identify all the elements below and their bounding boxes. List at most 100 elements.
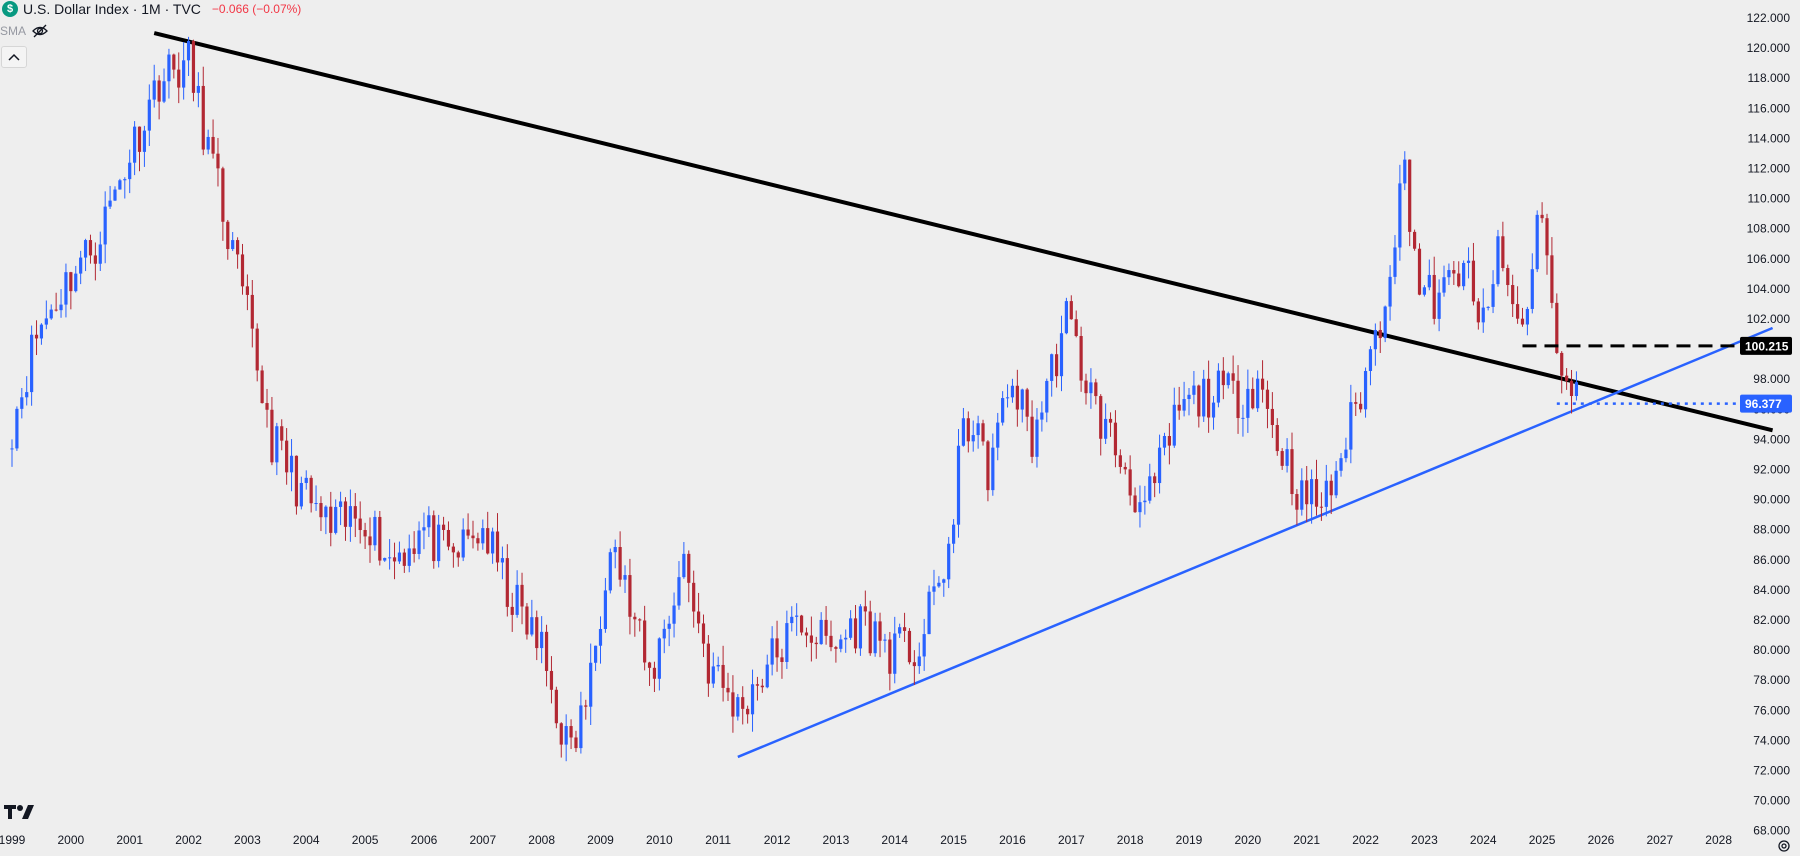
candle-body xyxy=(785,623,789,662)
candle-body xyxy=(1324,480,1328,507)
candle-body xyxy=(98,244,102,264)
candle-body xyxy=(461,529,465,558)
chart-legend[interactable]: $ U.S. Dollar Index · 1M · TVC −0.066 (−… xyxy=(0,0,301,18)
candle-body xyxy=(407,548,411,566)
candle-body xyxy=(226,221,230,250)
candle-body xyxy=(358,518,362,531)
candle-body xyxy=(1050,354,1054,381)
candle-body xyxy=(422,527,426,531)
candle-body xyxy=(525,606,529,635)
candle-body xyxy=(265,403,269,410)
candle-body xyxy=(486,528,490,554)
x-tick-label: 2022 xyxy=(1352,833,1379,847)
candle-body xyxy=(1207,378,1211,418)
collapse-legend-button[interactable] xyxy=(1,46,27,68)
candle-body xyxy=(275,426,279,463)
candle-body xyxy=(250,294,254,329)
candle-body xyxy=(456,552,460,558)
candle-body xyxy=(1280,451,1284,466)
candle-body xyxy=(628,575,632,617)
candle-body xyxy=(1462,262,1466,287)
candle-body xyxy=(1182,399,1186,411)
candle-body xyxy=(765,664,769,688)
tradingview-logo-icon[interactable] xyxy=(4,803,36,823)
x-tick-label: 2028 xyxy=(1705,833,1732,847)
candle-body xyxy=(1349,402,1353,450)
candle-body xyxy=(39,324,44,339)
candle-body xyxy=(186,41,191,61)
candle-body xyxy=(844,637,848,640)
candle-body xyxy=(1167,436,1171,446)
candle-body xyxy=(1108,418,1113,423)
gear-icon[interactable] xyxy=(1776,838,1792,854)
candle-body xyxy=(853,618,858,649)
candle-body xyxy=(314,503,318,505)
x-tick-label: 2019 xyxy=(1176,833,1203,847)
candle-body xyxy=(34,334,39,339)
candle-body xyxy=(162,81,166,102)
candle-body xyxy=(770,638,774,665)
candle-body xyxy=(412,548,416,554)
candle-body xyxy=(294,455,299,507)
candle-body xyxy=(1550,255,1554,303)
candle-body xyxy=(790,616,794,624)
y-tick-label: 70.000 xyxy=(1753,794,1790,808)
candle-body xyxy=(1501,236,1505,269)
candle-body xyxy=(677,577,681,606)
candle-body xyxy=(996,422,1000,448)
candle-body xyxy=(441,524,446,530)
candle-body xyxy=(760,685,764,688)
indicator-row[interactable]: SMA xyxy=(0,22,48,40)
candle-body xyxy=(1388,276,1392,307)
candle-body xyxy=(1030,416,1034,457)
candle-body xyxy=(1094,382,1098,397)
candle-body xyxy=(1373,329,1377,350)
y-tick-label: 116.000 xyxy=(1748,101,1791,115)
symbol-title[interactable]: U.S. Dollar Index · 1M · TVC xyxy=(23,1,201,17)
candle-body xyxy=(1457,273,1461,287)
candle-body xyxy=(858,606,863,649)
candle-body xyxy=(888,639,892,674)
eye-off-icon[interactable] xyxy=(32,24,48,38)
candle-body xyxy=(1290,449,1294,495)
y-tick-label: 102.000 xyxy=(1747,312,1791,326)
candle-body xyxy=(427,515,431,528)
candle-body xyxy=(574,737,578,749)
candle-body xyxy=(1285,449,1289,466)
candle-body xyxy=(1545,218,1549,256)
y-tick-label: 90.000 xyxy=(1753,493,1790,507)
candle-body xyxy=(1314,479,1319,507)
y-tick-label: 74.000 xyxy=(1753,733,1790,747)
y-tick-label: 110.000 xyxy=(1748,192,1791,206)
candle-body xyxy=(638,619,642,621)
candle-body xyxy=(1275,425,1279,452)
candle-body xyxy=(280,426,284,441)
candle-body xyxy=(829,635,833,648)
y-tick-label: 118.000 xyxy=(1748,71,1791,85)
candle-body xyxy=(1403,159,1407,184)
candle-body xyxy=(1447,270,1451,278)
candle-body xyxy=(1241,417,1245,419)
candle-body xyxy=(319,503,323,518)
candle-body xyxy=(1520,318,1525,325)
candle-body xyxy=(726,687,730,693)
price-change: −0.066 (−0.07%) xyxy=(211,2,302,16)
candle-body xyxy=(1466,260,1471,263)
candle-body xyxy=(1305,480,1309,505)
candle-body xyxy=(775,638,779,658)
candle-body xyxy=(1511,285,1515,305)
candle-body xyxy=(971,435,975,442)
candle-body xyxy=(343,501,348,527)
candle-body xyxy=(662,628,666,639)
y-tick-label: 122.000 xyxy=(1747,11,1791,25)
x-tick-label: 2017 xyxy=(1058,833,1085,847)
candle-body xyxy=(1025,389,1029,417)
y-tick-label: 68.000 xyxy=(1753,824,1790,838)
sma-indicator-label[interactable]: SMA xyxy=(0,24,27,38)
candle-body xyxy=(142,130,147,152)
x-tick-label: 2014 xyxy=(881,833,908,847)
candle-body xyxy=(893,633,897,674)
candle-body xyxy=(633,616,637,620)
x-tick-label: 2016 xyxy=(999,833,1026,847)
